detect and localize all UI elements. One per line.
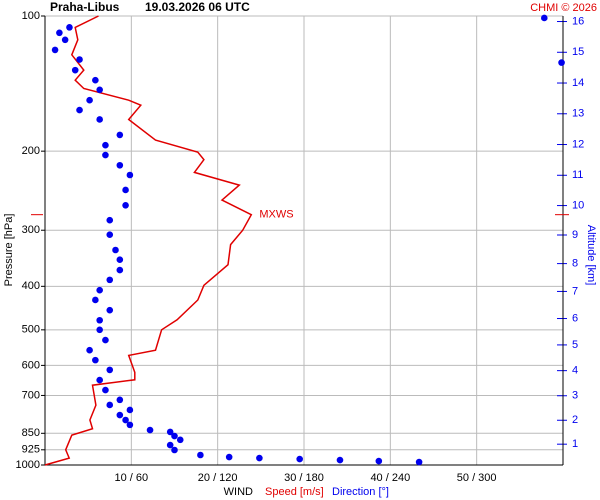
direction-point	[197, 451, 204, 459]
direction-point	[296, 455, 303, 463]
y2-tick-label: 2	[572, 414, 578, 426]
direction-point	[116, 161, 124, 169]
annotation: MXWS	[259, 209, 293, 221]
y2-tick-label: 11	[572, 169, 583, 181]
y-axis-label: Pressure [hPa]	[3, 214, 15, 287]
direction-point	[102, 141, 109, 149]
y2-tick-label: 9	[572, 229, 578, 241]
y2-tick-label: 8	[572, 258, 578, 270]
direction-point	[171, 446, 178, 454]
direction-point	[92, 356, 99, 364]
x-tick-label: 30 / 180	[284, 472, 324, 484]
direction-point	[336, 456, 344, 464]
direction-point	[225, 453, 233, 461]
direction-point	[122, 186, 129, 194]
direction-point	[171, 432, 178, 440]
x-tick-label: 10 / 60	[115, 472, 149, 484]
direction-point	[102, 386, 109, 394]
direction-point	[71, 66, 79, 74]
direction-point	[106, 306, 114, 314]
direction-point	[106, 231, 114, 239]
y2-tick-label: 15	[572, 46, 584, 58]
direction-point	[56, 29, 63, 37]
x-tick-label: 40 / 240	[370, 472, 410, 484]
direction-point	[558, 59, 565, 66]
direction-point	[96, 316, 103, 324]
direction-point	[66, 24, 73, 31]
direction-point	[375, 457, 383, 465]
y-tick-label: 200	[22, 145, 40, 157]
direction-point	[126, 406, 134, 414]
direction-point	[106, 366, 114, 374]
direction-point	[92, 296, 99, 304]
direction-point	[86, 96, 93, 104]
y-tick-label: 500	[22, 324, 40, 336]
direction-point	[116, 256, 124, 264]
y2-tick-label: 12	[572, 138, 584, 150]
direction-point	[116, 131, 124, 139]
y2-tick-label: 1	[572, 438, 578, 450]
direction-point	[112, 246, 119, 254]
direction-point	[116, 266, 124, 274]
direction-point	[166, 428, 174, 436]
y-tick-label: 400	[22, 280, 40, 292]
direction-point	[116, 396, 124, 404]
x-tick-label: 20 / 120	[198, 472, 238, 484]
direction-point	[126, 171, 134, 179]
direction-point	[102, 151, 109, 159]
y2-tick-label: 3	[572, 390, 578, 402]
y2-tick-label: 16	[572, 15, 584, 27]
direction-point	[106, 276, 114, 284]
y2-tick-label: 4	[572, 365, 578, 377]
direction-point	[166, 441, 174, 449]
direction-point	[415, 458, 423, 466]
direction-point	[96, 86, 103, 94]
direction-point	[126, 421, 134, 429]
y-tick-label: 100	[22, 10, 40, 22]
direction-point	[540, 14, 548, 22]
direction-point	[96, 326, 103, 334]
y2-axis-label: Altitude [km]	[585, 225, 597, 286]
y-tick-label: 700	[22, 389, 40, 401]
direction-point	[122, 202, 129, 209]
direction-point	[86, 346, 93, 354]
y-tick-label: 300	[22, 224, 40, 236]
direction-point	[176, 436, 184, 444]
y2-tick-label: 6	[572, 312, 578, 324]
direction-point	[106, 216, 114, 224]
direction-point	[256, 454, 263, 462]
direction-point	[116, 411, 124, 419]
direction-point	[51, 46, 59, 54]
direction-point	[92, 76, 99, 84]
direction-point	[96, 286, 103, 294]
y-tick-label: 925	[22, 444, 40, 456]
x-tick-label: 50 / 300	[457, 472, 497, 484]
direction-point	[122, 416, 129, 424]
chart-title: Praha-Libus	[50, 0, 120, 14]
direction-point	[76, 56, 83, 63]
direction-point	[96, 376, 103, 384]
direction-point	[61, 36, 69, 44]
y-tick-label: 850	[22, 427, 40, 439]
credit: CHMI © 2026	[530, 2, 597, 14]
direction-point	[146, 426, 154, 434]
direction-point	[106, 401, 114, 409]
y-tick-label: 600	[22, 359, 40, 371]
speed-line	[44, 15, 253, 466]
y2-tick-label: 10	[572, 199, 584, 211]
direction-point	[96, 116, 103, 123]
direction-point	[76, 106, 83, 114]
legend-label: Speed [m/s]	[265, 486, 324, 498]
legend-label: Direction [°]	[332, 486, 389, 498]
y2-tick-label: 13	[572, 108, 584, 120]
direction-point	[102, 336, 109, 344]
y2-tick-label: 5	[572, 339, 578, 351]
x-axis-label: WIND	[224, 486, 253, 498]
y2-tick-label: 14	[572, 77, 584, 89]
y2-tick-label: 7	[572, 285, 578, 297]
chart-subtitle: 19.03.2026 06 UTC	[145, 0, 250, 14]
y-tick-label: 1000	[16, 459, 40, 471]
